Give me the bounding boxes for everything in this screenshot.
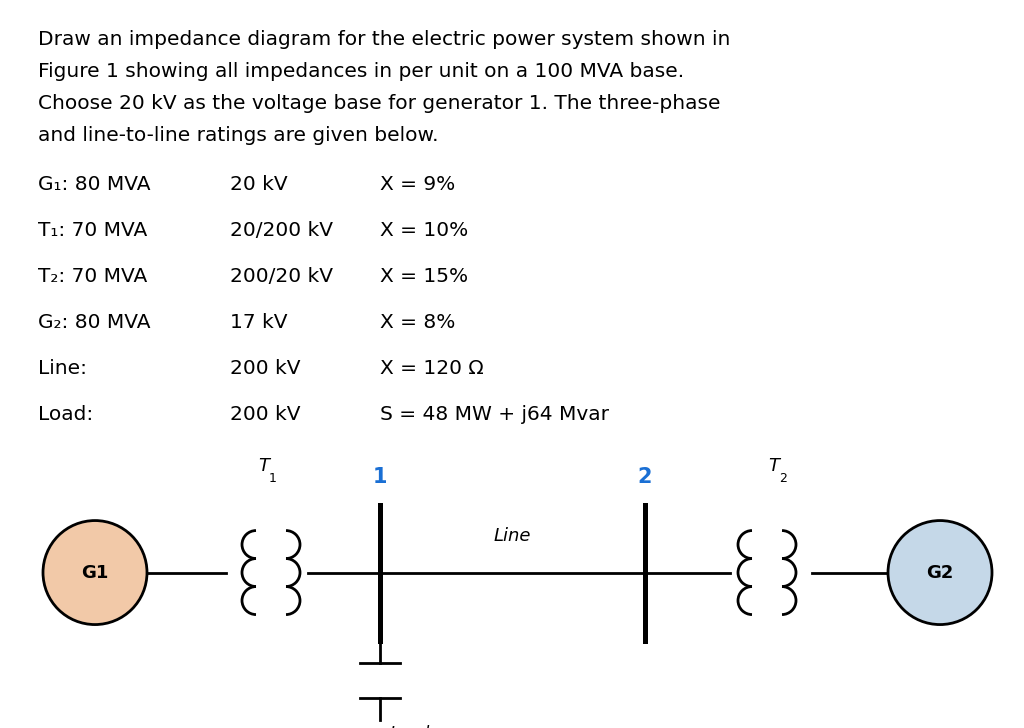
Text: X = 8%: X = 8% <box>380 313 456 332</box>
Text: 200/20 kV: 200/20 kV <box>230 267 333 286</box>
Text: X = 10%: X = 10% <box>380 221 468 240</box>
Text: G1: G1 <box>81 563 109 582</box>
Text: X = 120 Ω: X = 120 Ω <box>380 359 483 378</box>
Text: 20 kV: 20 kV <box>230 175 288 194</box>
Circle shape <box>888 521 992 625</box>
Text: Figure 1 showing all impedances in per unit on a 100 MVA base.: Figure 1 showing all impedances in per u… <box>38 62 684 81</box>
Text: 2: 2 <box>638 467 652 486</box>
Text: and line-to-line ratings are given below.: and line-to-line ratings are given below… <box>38 126 438 145</box>
Text: 1: 1 <box>373 467 387 486</box>
Text: X = 9%: X = 9% <box>380 175 456 194</box>
Text: Line:: Line: <box>38 359 87 378</box>
Text: Choose 20 kV as the voltage base for generator 1. The three-phase: Choose 20 kV as the voltage base for gen… <box>38 94 721 113</box>
Text: X = 15%: X = 15% <box>380 267 468 286</box>
Text: T: T <box>258 456 269 475</box>
Text: S = 48 MW + j64 Mvar: S = 48 MW + j64 Mvar <box>380 405 609 424</box>
Text: 2: 2 <box>779 472 786 485</box>
Text: Load: Load <box>390 724 430 728</box>
Text: Load:: Load: <box>38 405 93 424</box>
Text: 1: 1 <box>269 472 276 485</box>
Text: T₁: 70 MVA: T₁: 70 MVA <box>38 221 147 240</box>
Text: G₂: 80 MVA: G₂: 80 MVA <box>38 313 151 332</box>
Text: Draw an impedance diagram for the electric power system shown in: Draw an impedance diagram for the electr… <box>38 30 730 49</box>
Circle shape <box>43 521 147 625</box>
Text: G₁: 80 MVA: G₁: 80 MVA <box>38 175 151 194</box>
Text: T₂: 70 MVA: T₂: 70 MVA <box>38 267 147 286</box>
Text: G2: G2 <box>927 563 953 582</box>
Text: T: T <box>768 456 779 475</box>
Text: 17 kV: 17 kV <box>230 313 288 332</box>
Text: 200 kV: 200 kV <box>230 405 300 424</box>
Text: Line: Line <box>494 526 531 545</box>
Text: 200 kV: 200 kV <box>230 359 300 378</box>
Text: 20/200 kV: 20/200 kV <box>230 221 333 240</box>
